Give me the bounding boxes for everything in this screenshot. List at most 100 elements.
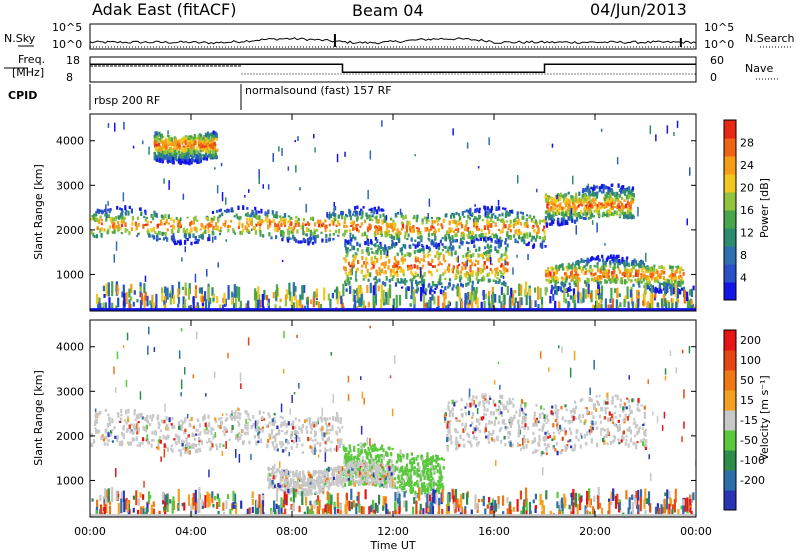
power-cell <box>475 248 478 252</box>
velocity-cell <box>405 482 408 486</box>
power-cell <box>608 278 611 282</box>
power-cell <box>471 301 474 311</box>
power-cell <box>405 280 408 283</box>
power-cell <box>352 254 355 258</box>
velocity-cell <box>434 465 437 470</box>
power-cell <box>154 146 157 149</box>
velocity-cell <box>216 445 219 451</box>
velocity-cell <box>191 432 194 438</box>
velocity-cell <box>107 413 110 416</box>
power-cell <box>490 238 493 241</box>
power-cell <box>566 289 569 293</box>
power-cell <box>166 237 169 242</box>
power-cell <box>630 191 633 194</box>
power-cell <box>208 223 211 228</box>
velocity-cell <box>136 429 139 435</box>
power-cell <box>629 209 632 212</box>
power-cell <box>361 255 364 260</box>
power-cell <box>590 213 594 217</box>
power-cell <box>169 293 172 298</box>
velocity-cell <box>312 450 315 455</box>
power-cell <box>374 281 377 295</box>
power-cell <box>671 298 675 304</box>
power-cell <box>404 254 407 258</box>
power-cell <box>196 154 199 160</box>
power-cell <box>364 273 367 279</box>
power-cell <box>352 226 355 231</box>
power-cell <box>151 234 154 238</box>
power-cell <box>309 299 313 305</box>
power-cell <box>290 296 293 307</box>
power-cell <box>543 230 546 235</box>
power-cell <box>627 191 630 197</box>
power-cell <box>544 218 547 224</box>
power-cell <box>379 214 382 219</box>
power-cell <box>178 158 181 162</box>
power-cell <box>376 209 379 215</box>
power-cell <box>366 214 369 220</box>
power-cell <box>161 154 164 159</box>
power-cell <box>168 155 172 161</box>
power-cell <box>617 260 620 265</box>
power-cell <box>135 225 138 231</box>
power-cell <box>548 209 551 214</box>
velocity-cell <box>225 417 228 422</box>
power-cell <box>481 277 484 282</box>
power-cell <box>275 224 278 227</box>
power-cell <box>194 228 197 232</box>
power-cell <box>659 287 662 292</box>
power-cell <box>596 264 599 269</box>
power-cell <box>467 302 470 311</box>
velocity-cell <box>106 423 110 428</box>
power-cell <box>385 215 388 221</box>
power-cell <box>517 301 520 311</box>
power-cell <box>435 252 438 256</box>
power-cell <box>484 246 487 250</box>
power-cell <box>427 270 431 274</box>
power-cell <box>297 240 300 244</box>
velocity-cell <box>439 470 442 475</box>
power-cell <box>617 267 621 272</box>
cpid-segment-2: normalsound (fast) 157 RF <box>245 84 392 97</box>
power-cell <box>354 252 357 255</box>
power-cell <box>476 274 479 277</box>
power-cell <box>211 144 215 150</box>
velocity-cell <box>157 443 160 448</box>
power-cell <box>404 245 407 250</box>
power-cell <box>598 186 601 190</box>
velocity-cell <box>230 416 234 421</box>
power-cell <box>150 227 153 233</box>
power-cell <box>489 257 492 265</box>
power-cell <box>281 218 284 223</box>
power-cell <box>595 206 598 212</box>
power-cell <box>670 279 673 283</box>
power-cell <box>528 295 532 310</box>
power-cell <box>644 282 647 295</box>
power-cell <box>320 231 323 235</box>
power-cell <box>206 223 209 226</box>
power-cell <box>389 224 392 229</box>
velocity-cell <box>414 490 417 496</box>
velocity-cell <box>236 434 239 439</box>
power-cell <box>344 258 347 263</box>
velocity-cell <box>328 432 331 435</box>
power-cell <box>550 217 553 221</box>
power-cell <box>389 272 393 277</box>
velocity-cell <box>146 415 149 419</box>
power-cell <box>557 286 560 291</box>
power-cell <box>483 225 487 228</box>
velocity-cell <box>430 456 433 461</box>
power-cell <box>294 222 297 227</box>
power-cell <box>556 269 559 272</box>
power-cell <box>294 140 296 143</box>
power-cell <box>384 270 387 275</box>
power-cell <box>181 153 184 158</box>
power-cell <box>600 184 603 189</box>
power-cell <box>208 153 211 158</box>
power-cell <box>238 216 241 221</box>
power-cell <box>482 232 485 236</box>
power-cell <box>163 147 166 151</box>
power-cell <box>577 276 580 281</box>
power-cell <box>545 221 548 225</box>
power-cell <box>453 214 456 219</box>
